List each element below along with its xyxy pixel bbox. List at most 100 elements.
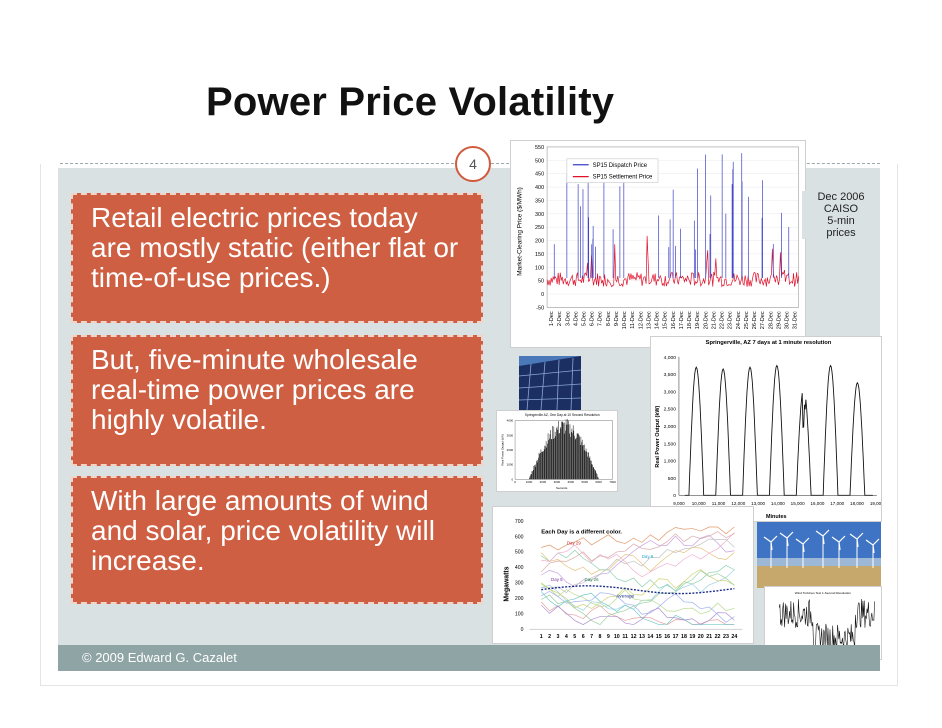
annotation-dec-2006: Dec 2006	[817, 191, 865, 203]
wind-xtick-label: 22	[715, 634, 721, 640]
price-xtick-label: 16-Dec	[671, 311, 677, 329]
spv7-ytick-label: 0	[673, 493, 676, 499]
price-xtick-label: 11-Dec	[630, 311, 636, 329]
spv7-xtick-label: 11,000	[712, 501, 726, 506]
price-ytick-label: 250	[535, 225, 544, 231]
wind-day-line	[540, 601, 735, 625]
spv7-xtick-label: 17,000	[830, 501, 844, 506]
spv7-ytick-label: 1,000	[664, 459, 677, 465]
wind-ytick-label: 400	[515, 565, 524, 571]
legend-dispatch-label: SP15 Dispatch Price	[593, 163, 648, 169]
price-xtick-label: 8-Dec	[606, 311, 612, 326]
wind-day-line	[540, 569, 735, 609]
spv7-power-line	[684, 364, 873, 496]
wind-xtick-label: 21	[706, 634, 712, 640]
spv1-xtick-label: 6000	[595, 480, 602, 484]
spv1-power-bars	[529, 419, 599, 480]
annotation-caiso: CAISO	[823, 203, 859, 215]
price-series	[546, 153, 799, 288]
wind-day-line	[541, 583, 735, 615]
price-ytick-label: 500	[535, 158, 544, 164]
price-xtick-label: 17-Dec	[679, 311, 685, 329]
callout-wind-solar: With large amounts of wind and solar, pr…	[71, 476, 483, 604]
wind-ytick-label: 500	[515, 550, 524, 556]
wind-day-line	[541, 532, 735, 578]
spv1-ytick-label: 1000	[507, 463, 514, 467]
spv1-y-ticks: 4000 3000 2000 1000 0	[507, 419, 613, 481]
wind-daily-lines	[540, 526, 735, 625]
wind-xtick-label: 4	[565, 634, 568, 640]
spv7-xtick-label: 13,000	[751, 501, 765, 506]
price-xtick-label: 14-Dec	[655, 311, 661, 329]
spv1-xtick-label: 7000	[609, 480, 616, 484]
price-xtick-label: 13-Dec	[646, 311, 652, 329]
price-xtick-label: 25-Dec	[744, 311, 750, 329]
annotation-prices: prices	[826, 227, 856, 239]
wind-xtick-label: 17	[673, 634, 679, 640]
wind-average-line	[541, 585, 735, 595]
price-annotation: Dec 2006 CAISO 5-min prices	[802, 191, 880, 239]
spv7-ytick-label: 1,500	[664, 441, 677, 447]
wind-megawatts-chart: Each Day is a different color. Megawatts…	[492, 506, 754, 644]
wind-label-day5: Day 5	[551, 577, 563, 582]
page-title: Power Price Volatility	[206, 80, 615, 124]
spv7-ytick-label: 2,000	[664, 424, 677, 430]
wind-ytick-label: 0	[521, 627, 524, 633]
wind-day-line	[540, 604, 735, 625]
price-xtick-label: 4-Dec	[573, 311, 579, 326]
spv7-x-ticks: 9,000 10,000 11,000 12,000 13,000 14,000 15,00…	[673, 501, 881, 506]
price-volatility-chart: Market-Clearing Price ($/MWh) 5505004504…	[510, 140, 806, 348]
wind-label-day26: Day 26	[585, 577, 600, 582]
wind-xtick-label: 1	[540, 634, 543, 640]
spv1-ytick-label: 4000	[507, 419, 514, 423]
price-ytick-label: 300	[535, 212, 544, 218]
spv7-ytick-label: 500	[668, 476, 676, 482]
price-ytick-label: 50	[538, 279, 544, 285]
spv7-xtick-label: 9,000	[673, 501, 685, 506]
price-xtick-label: 3-Dec	[565, 311, 571, 326]
wind-day-line	[540, 531, 735, 573]
wind-xtick-label: 18	[681, 634, 687, 640]
springerville-1day-xlabel: Seconds	[556, 486, 568, 490]
spv7-ytick-label: 3,000	[664, 389, 677, 395]
wind-day-line	[541, 549, 735, 592]
wind-x-ticks: 1 2 3 4 5 6 7 8 9 10 11 12 13 14 15 16 17 18 19 20 21 22 23 24	[540, 634, 738, 640]
wind-xtick-label: 3	[557, 634, 560, 640]
price-xtick-label: 15-Dec	[663, 311, 669, 329]
spv7-ytick-label: 4,000	[664, 355, 677, 361]
spv1-xtick-label: 0	[514, 480, 516, 484]
spv7-xtick-label: 10,000	[692, 501, 706, 506]
wind-ytick-label: 600	[515, 534, 524, 540]
wind-xtick-label: 5	[573, 634, 576, 640]
spv7-xtick-label: 18,000	[850, 501, 864, 506]
price-xtick-label: 26-Dec	[752, 311, 758, 329]
wind-xtick-label: 11	[622, 634, 628, 640]
price-xtick-label: 1-Dec	[549, 311, 555, 326]
wind-ytick-label: 700	[515, 519, 524, 525]
springerville-7day-ylabel: Real Power Output (kW)	[655, 405, 661, 467]
wind-label-day9: Day 9	[642, 554, 654, 559]
springerville-7day-chart: Springerville, AZ 7 days at 1 minute res…	[650, 336, 882, 522]
spv7-ytick-label: 2,500	[664, 407, 677, 413]
price-xtick-label: 19-Dec	[695, 311, 701, 329]
price-ytick-label: 350	[535, 198, 544, 204]
price-xtick-label: 23-Dec	[728, 311, 734, 329]
price-ytick-label: 100	[535, 265, 544, 271]
price-xtick-label: 30-Dec	[785, 311, 791, 329]
price-ytick-label: 200	[535, 239, 544, 245]
wind-xtick-label: 12	[631, 634, 637, 640]
wind-ytick-label: 300	[515, 581, 524, 587]
springerville-7day-xlabel: Minutes	[766, 514, 787, 520]
wind-chart-ylabel: Megawatts	[504, 566, 511, 601]
wind-day-line	[541, 590, 735, 623]
wind-xtick-label: 14	[647, 634, 653, 640]
spv7-xtick-label: 12,000	[731, 501, 745, 506]
price-ytick-label: 550	[535, 145, 544, 151]
spv7-ytick-label: 3,500	[664, 372, 677, 378]
wind-xtick-label: 20	[698, 634, 704, 640]
price-ytick-label: 0	[541, 292, 544, 298]
springerville-7day-title: Springerville, AZ 7 days at 1 minute res…	[706, 340, 832, 346]
spv1-ytick-label: 3000	[507, 433, 514, 437]
footer-band	[58, 645, 880, 671]
